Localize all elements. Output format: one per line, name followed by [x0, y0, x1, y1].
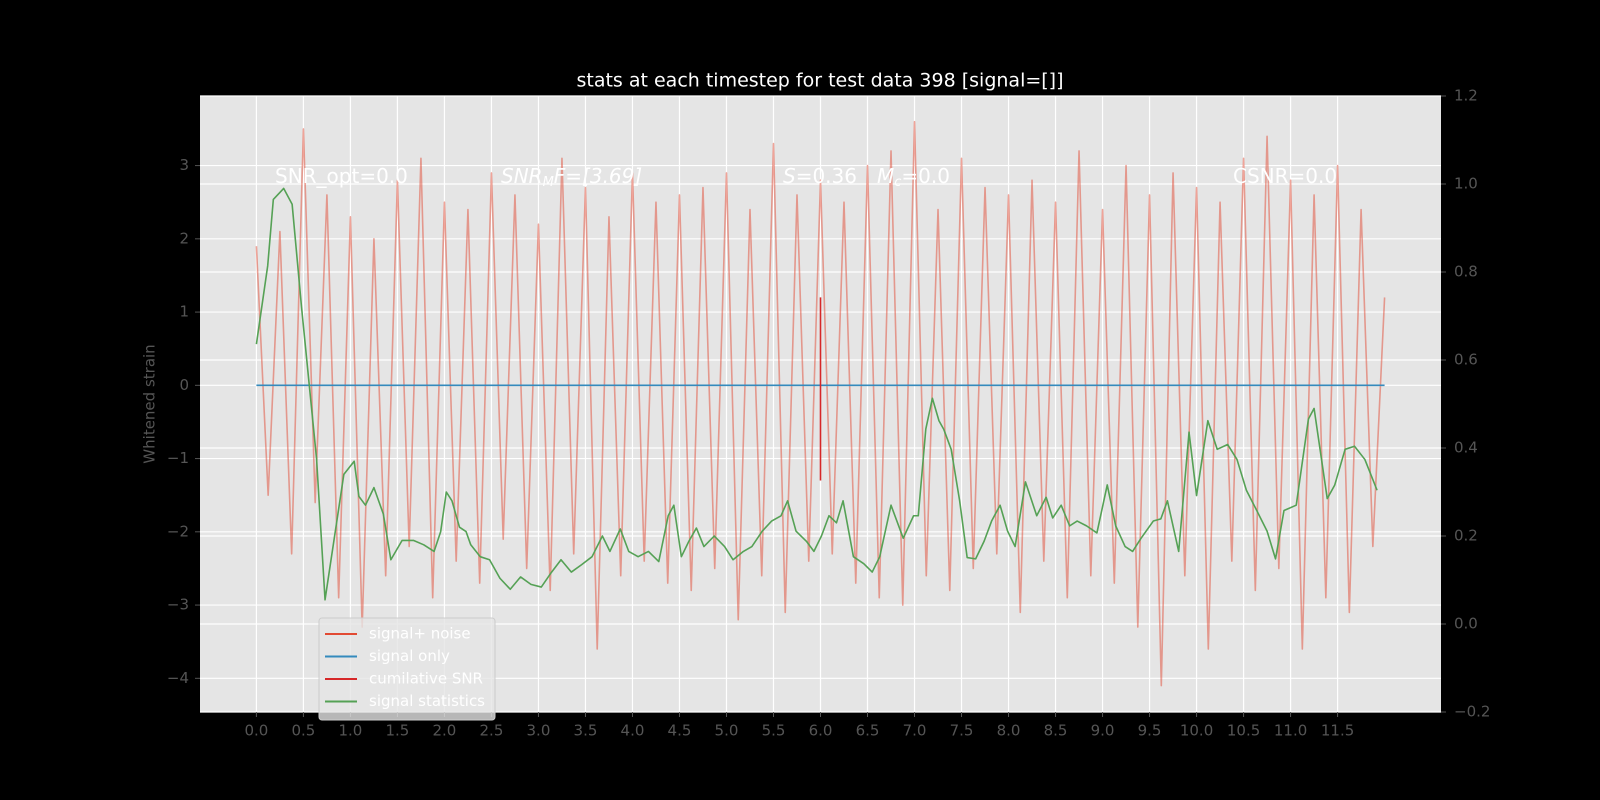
x-tick-label: 5.0 [715, 722, 739, 740]
x-tick-label: 9.0 [1091, 722, 1115, 740]
x-tick-label: 0.0 [244, 722, 268, 740]
legend-label: signal only [369, 647, 450, 665]
annotation: SNRMF=[3.69] [501, 164, 642, 190]
series-line [255, 187, 1378, 601]
x-tick-label: 7.0 [903, 722, 927, 740]
annotation-part: CSNR=0.0 [1233, 164, 1337, 188]
x-tick-label: 8.5 [1044, 722, 1068, 740]
x-tick-label: 2.0 [433, 722, 457, 740]
y2-tick-label: 0.8 [1454, 263, 1478, 281]
legend: signal+ noise signal only cumilative SNR si… [318, 617, 496, 721]
x-tick-label: 11.0 [1274, 722, 1307, 740]
x-tick-label: 6.5 [856, 722, 880, 740]
x-tick-label: 9.5 [1138, 722, 1162, 740]
annotation-part: F=[3.69] [554, 164, 642, 188]
annotation-part: S [783, 164, 796, 188]
y-tick-label: 0 [179, 376, 189, 394]
x-tick-label: 2.5 [480, 722, 504, 740]
x-tick-label: 4.0 [621, 722, 645, 740]
y-tick-label: 2 [179, 229, 189, 247]
x-tick-label: 5.5 [762, 722, 786, 740]
legend-label: signal statistics [369, 692, 485, 710]
annotation-part: c [894, 175, 901, 190]
annotation-part: =0.0 [901, 164, 950, 188]
x-tick-label: 0.5 [291, 722, 315, 740]
x-tick-label: 1.5 [386, 722, 410, 740]
annotation: Mc=0.0 [877, 164, 950, 190]
y2-tick-label: 0.2 [1454, 527, 1478, 545]
legend-label: cumilative SNR [369, 670, 483, 688]
annotation-part: SNR [501, 164, 543, 188]
x-tick-label: 11.5 [1321, 722, 1354, 740]
y-tick-label: −3 [167, 596, 189, 614]
data-marks [255, 120, 1386, 687]
x-tick-label: 7.5 [950, 722, 974, 740]
annotation: SNR_opt=0.0 [275, 164, 408, 188]
legend-label: signal+ noise [369, 625, 471, 643]
x-tick-label: 3.0 [527, 722, 551, 740]
y-tick-label: −4 [167, 669, 189, 687]
y2-tick-label: −0.2 [1454, 703, 1490, 721]
y-axis-label: Whitened strain [141, 344, 159, 463]
y2-tick-label: 0.4 [1454, 439, 1478, 457]
annotations: SNR_opt=0.0 SNRMF=[3.69] S=0.36 Mc=0.0 CSNR=… [275, 164, 1337, 190]
chart-title: stats at each timestep for test data 398… [576, 70, 1063, 92]
annotation-part: =0.36 [796, 164, 857, 188]
x-tick-label: 4.5 [668, 722, 692, 740]
y2-tick-label: 1.2 [1454, 87, 1478, 105]
y2-tick-label: 0.0 [1454, 615, 1478, 633]
y-tick-label: 1 [179, 303, 189, 321]
y-tick-label: 3 [179, 156, 189, 174]
x-tick-label: 10.0 [1180, 722, 1213, 740]
y2-tick-label: 1.0 [1454, 175, 1478, 193]
x-tick-label: 1.0 [338, 722, 362, 740]
annotation-part: SNR_opt=0.0 [275, 164, 408, 188]
legend-box [318, 617, 496, 721]
series-line [255, 120, 1386, 687]
annotation-part: M [543, 175, 554, 190]
y2-tick-label: 0.6 [1454, 351, 1478, 369]
x-tick-label: 10.5 [1227, 722, 1260, 740]
x-tick-label: 3.5 [574, 722, 598, 740]
x-tick-label: 6.0 [809, 722, 833, 740]
annotation: S=0.36 [783, 164, 857, 188]
annotation: CSNR=0.0 [1233, 164, 1337, 188]
axes: 0.0 0.5 1.0 1.5 2.0 2.5 3.0 3.5 4.0 4.5 5.0 5.5 6.0 6… [167, 87, 1491, 740]
x-tick-label: 8.0 [997, 722, 1021, 740]
annotation-part: M [877, 164, 894, 188]
y-tick-label: −1 [167, 449, 189, 467]
y-tick-label: −2 [167, 522, 189, 540]
